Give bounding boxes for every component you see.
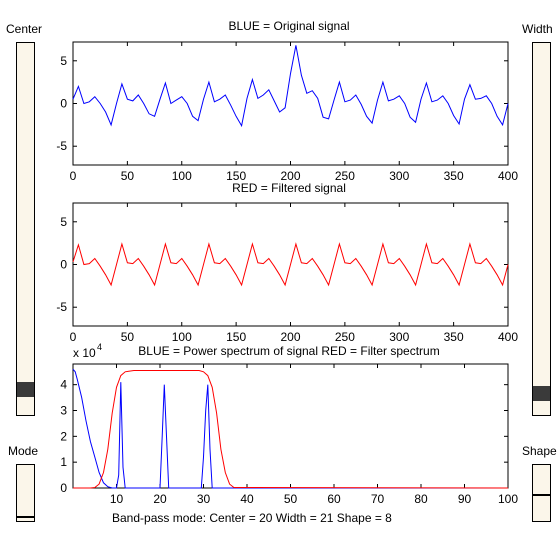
filtered-plot-x-tick-label: 0 <box>70 330 77 344</box>
spectrum-plot-y-tick-label: 2 <box>60 429 67 443</box>
spectrum-plot-title: BLUE = Power spectrum of signal RED = Fi… <box>138 344 439 358</box>
signal-plot-x-tick-label: 150 <box>226 169 246 183</box>
mode-slider-thumb[interactable] <box>17 515 34 518</box>
signal-plot-x-tick-label: 50 <box>121 169 135 183</box>
signal-plot-y-tick-label: 5 <box>60 54 67 68</box>
filtered-plot-x-tick-label: 250 <box>335 330 355 344</box>
spectrum-plot-x-tick-label: 40 <box>240 492 254 506</box>
signal-plot-x-tick-label: 250 <box>335 169 355 183</box>
filtered-plot-y-tick-label: 5 <box>60 215 67 229</box>
spectrum-plot-y-tick-label: 1 <box>60 455 67 469</box>
signal-plot-y-tick-label: -5 <box>56 139 67 153</box>
filtered-plot-series-0-line <box>72 242 509 287</box>
spectrum-plot-x-tick-label: 70 <box>371 492 385 506</box>
spectrum-plot-frame <box>72 363 509 489</box>
filtered-plot-x-tick-label: 50 <box>121 330 135 344</box>
filtered-plot-x-tick-label: 150 <box>226 330 246 344</box>
spectrum-plot-x-tick-label: 60 <box>327 492 341 506</box>
signal-plot-x-tick-label: 200 <box>280 169 300 183</box>
spectrum-plot-series-1-line <box>73 370 509 489</box>
spectrum-plot-x-tick-label: 100 <box>498 492 518 506</box>
status-text: Band-pass mode: Center = 20 Width = 21 S… <box>112 511 392 525</box>
filtered-plot-x-tick-label: 350 <box>444 330 464 344</box>
width-slider[interactable] <box>532 42 551 416</box>
signal-plot-title: BLUE = Original signal <box>228 19 349 33</box>
shape-label: Shape <box>522 444 557 458</box>
signal-plot-series-0-line <box>72 45 509 128</box>
mode-slider[interactable] <box>16 464 35 522</box>
filtered-plot-x-tick-label: 300 <box>389 330 409 344</box>
signal-plot-y-tick-label: 0 <box>60 97 67 111</box>
center-slider-thumb[interactable] <box>17 382 34 398</box>
spectrum-plot-exponent-label: x 10 <box>73 346 96 360</box>
spectrum-plot-x-tick-label: 20 <box>153 492 167 506</box>
filtered-plot-y-tick-label: 0 <box>60 258 67 272</box>
spectrum-plot-series-0-line <box>72 368 508 489</box>
center-label: Center <box>6 22 43 36</box>
signal-plot-x-tick-label: 100 <box>172 169 192 183</box>
signal-plot-x-tick-label: 350 <box>444 169 464 183</box>
filtered-plot-title: RED = Filtered signal <box>232 181 346 195</box>
width-slider-thumb[interactable] <box>533 385 550 401</box>
spectrum-plot-exponent-power: 4 <box>97 342 102 352</box>
signal-plot-x-tick-label: 0 <box>70 169 77 183</box>
signal-plot-frame <box>72 41 509 166</box>
spectrum-plot-x-tick-label: 50 <box>284 492 298 506</box>
spectrum-plot-y-tick-label: 0 <box>60 481 67 495</box>
signal-plot-x-tick-label: 400 <box>498 169 518 183</box>
filtered-plot-x-tick-label: 100 <box>172 330 192 344</box>
shape-slider-thumb[interactable] <box>533 493 550 496</box>
signal-plot-x-tick-label: 300 <box>389 169 409 183</box>
spectrum-plot-y-tick-label: 4 <box>60 378 67 392</box>
spectrum-plot-x-tick-label: 90 <box>458 492 472 506</box>
filtered-plot-x-tick-label: 400 <box>498 330 518 344</box>
spectrum-plot-y-tick-label: 3 <box>60 404 67 418</box>
shape-slider[interactable] <box>532 464 551 522</box>
mode-label: Mode <box>8 444 39 458</box>
spectrum-plot-x-tick-label: 30 <box>197 492 211 506</box>
width-label: Width <box>522 22 553 36</box>
filtered-plot-y-tick-label: -5 <box>56 300 67 314</box>
spectrum-plot-x-tick-label: 80 <box>414 492 428 506</box>
center-slider[interactable] <box>16 42 35 416</box>
spectrum-plot-x-tick-label: 10 <box>110 492 124 506</box>
filtered-plot-x-tick-label: 200 <box>280 330 300 344</box>
